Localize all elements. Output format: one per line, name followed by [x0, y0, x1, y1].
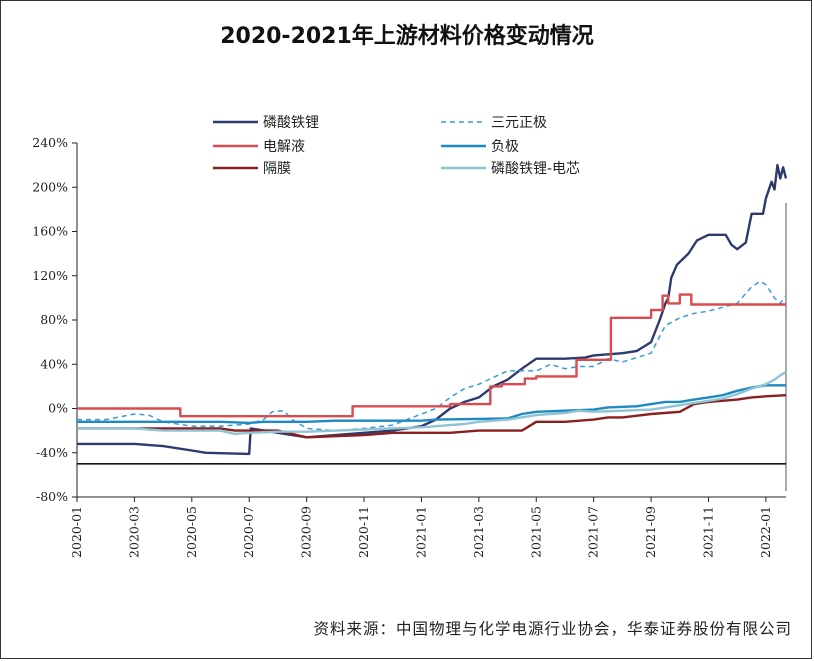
x-tick-label: 2021-07: [586, 506, 601, 558]
y-tick-label: 160%: [32, 224, 68, 239]
x-tick-label: 2021-03: [471, 506, 486, 558]
y-tick-label: 240%: [32, 135, 68, 150]
x-tick-label: 2021-05: [528, 506, 543, 558]
x-tick-label: 2021-09: [643, 506, 658, 558]
legend-label: 磷酸铁锂: [263, 115, 319, 131]
series-line: [77, 280, 787, 432]
x-tick-label: 2020-11: [356, 506, 371, 558]
y-tick-label: 120%: [32, 268, 68, 283]
x-tick-label: 2021-11: [700, 506, 715, 558]
legend-label: 负极: [491, 139, 519, 155]
legend-label: 隔膜: [263, 161, 291, 177]
x-tick-label: 2020-05: [184, 506, 199, 558]
y-tick-label: -80%: [36, 489, 68, 504]
chart-title: 2020-2021年上游材料价格变动情况: [220, 24, 594, 49]
series-line: [77, 394, 787, 439]
series-line: [77, 384, 786, 425]
y-tick-label: 0%: [48, 401, 68, 416]
legend-label: 三元正极: [491, 115, 547, 131]
legend-label: 磷酸铁锂-电芯: [491, 161, 580, 177]
y-tick-label: 80%: [40, 312, 68, 327]
y-tick-label: -40%: [36, 445, 68, 460]
y-tick-label: 200%: [32, 179, 68, 194]
series-line: [77, 370, 787, 436]
x-tick-label: 2020-09: [299, 506, 314, 558]
x-tick-label: 2022-01: [758, 506, 773, 558]
x-tick-label: 2021-01: [413, 506, 428, 558]
series-line: [77, 293, 786, 418]
chart-source: 资料来源：中国物理与化学电源行业协会，华泰证券股份有限公司: [313, 620, 792, 638]
x-tick-label: 2020-01: [69, 506, 84, 558]
x-tick-label: 2020-07: [241, 506, 256, 558]
legend-label: 电解液: [263, 139, 305, 155]
x-tick-label: 2020-03: [126, 506, 141, 558]
y-tick-label: 40%: [40, 356, 68, 371]
